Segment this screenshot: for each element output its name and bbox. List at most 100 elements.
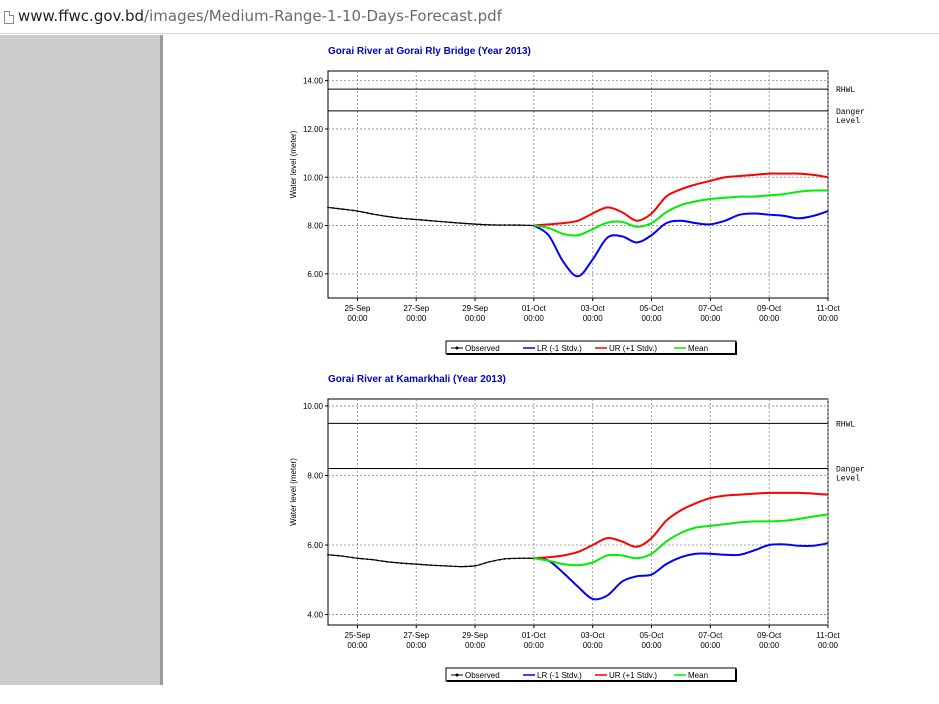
observed-point bbox=[503, 558, 506, 560]
observed-point bbox=[390, 216, 393, 218]
series-ur bbox=[533, 491, 829, 560]
y-tick-label: 4.00 bbox=[307, 611, 323, 620]
observed-point bbox=[425, 563, 428, 566]
x-tick-label-time: 00:00 bbox=[524, 641, 545, 650]
sidebar-divider bbox=[160, 35, 163, 685]
x-tick-label-time: 00:00 bbox=[465, 641, 486, 650]
observed-point bbox=[440, 220, 442, 223]
observed-point bbox=[435, 564, 437, 567]
reference-line-label: RHWL bbox=[836, 86, 855, 95]
observed-point bbox=[523, 224, 526, 227]
legend-label: Observed bbox=[465, 671, 500, 680]
observed-point bbox=[366, 212, 369, 214]
x-tick-label-date: 11-Oct bbox=[816, 304, 840, 313]
x-tick-label-date: 09-Oct bbox=[757, 304, 782, 313]
x-tick-label-date: 03-Oct bbox=[581, 631, 606, 640]
x-tick-label-date: 09-Oct bbox=[757, 631, 782, 640]
legend-label: LR (-1 Stdv.) bbox=[537, 671, 582, 680]
reference-line-label: Danger bbox=[836, 466, 865, 475]
chart-2: Gorai River at Kamarkhali (Year 2013) 4.0… bbox=[289, 374, 865, 682]
x-tick-label-date: 27-Sep bbox=[403, 631, 429, 640]
observed-point bbox=[484, 223, 486, 226]
pdf-viewer-sidebar bbox=[0, 35, 160, 685]
observed-point bbox=[376, 559, 379, 562]
y-tick-label: 6.00 bbox=[307, 541, 323, 550]
y-tick-label: 14.00 bbox=[303, 77, 324, 86]
observed-point bbox=[459, 222, 462, 225]
x-tick-label-date: 29-Sep bbox=[462, 304, 488, 313]
observed-point bbox=[528, 557, 531, 560]
observed-point bbox=[498, 558, 501, 561]
observed-point bbox=[346, 208, 349, 211]
bottom-strip bbox=[0, 685, 939, 704]
reference-line-label: RHWL bbox=[836, 420, 855, 429]
observed-point bbox=[405, 562, 408, 565]
pdf-page: Gorai River at Gorai Rly Bridge (Year 20… bbox=[163, 35, 939, 685]
observed-point bbox=[479, 223, 481, 226]
x-tick-label-time: 00:00 bbox=[406, 641, 427, 650]
observed-point bbox=[444, 564, 447, 567]
observed-point bbox=[385, 215, 388, 218]
x-tick-label-time: 00:00 bbox=[642, 641, 663, 650]
observed-point bbox=[488, 560, 491, 563]
observed-point bbox=[444, 221, 447, 223]
x-tick-label-date: 25-Sep bbox=[345, 304, 371, 313]
x-tick-label-time: 00:00 bbox=[347, 314, 368, 323]
observed-point bbox=[528, 224, 531, 227]
x-tick-label-time: 00:00 bbox=[583, 314, 604, 323]
charts-canvas: Gorai River at Gorai Rly Bridge (Year 20… bbox=[289, 46, 865, 682]
series-ur bbox=[533, 172, 829, 227]
observed-point bbox=[361, 211, 364, 213]
observed-point bbox=[464, 565, 467, 568]
legend-item: LR (-1 Stdv.) bbox=[523, 344, 582, 353]
observed-point bbox=[513, 224, 516, 226]
address-bar[interactable]: www.ffwc.gov.bd/images/Medium-Range-1-10… bbox=[0, 0, 939, 34]
x-tick-label-date: 07-Oct bbox=[698, 631, 723, 640]
observed-point bbox=[381, 560, 384, 562]
chart-1: Gorai River at Gorai Rly Bridge (Year 20… bbox=[289, 46, 865, 355]
x-tick-label-date: 05-Oct bbox=[640, 631, 665, 640]
x-tick-label-date: 03-Oct bbox=[581, 304, 606, 313]
observed-point bbox=[430, 219, 432, 222]
url-text[interactable]: www.ffwc.gov.bd/images/Medium-Range-1-10… bbox=[18, 7, 502, 25]
legend-item: LR (-1 Stdv.) bbox=[523, 671, 582, 680]
x-tick-label-date: 25-Sep bbox=[345, 631, 371, 640]
x-tick-label-time: 00:00 bbox=[818, 641, 839, 650]
observed-point bbox=[513, 557, 516, 560]
reference-line-label: Level bbox=[836, 117, 860, 126]
legend-marker bbox=[455, 673, 459, 677]
legend-item: UR (+1 Stdv.) bbox=[595, 344, 657, 353]
observed-point bbox=[366, 558, 369, 561]
x-tick-label-date: 05-Oct bbox=[640, 304, 665, 313]
observed-point bbox=[332, 207, 334, 209]
observed-point bbox=[390, 561, 393, 564]
observed-point bbox=[523, 557, 526, 560]
observed-point bbox=[371, 558, 374, 561]
x-tick-label-date: 11-Oct bbox=[816, 631, 840, 640]
observed-point bbox=[410, 218, 413, 221]
x-tick-label-time: 00:00 bbox=[406, 314, 427, 323]
x-tick-label-time: 00:00 bbox=[583, 641, 604, 650]
legend-label: Mean bbox=[688, 671, 708, 680]
x-tick-label-date: 01-Oct bbox=[522, 631, 547, 640]
series-lr bbox=[533, 542, 829, 601]
chart-title: Gorai River at Kamarkhali (Year 2013) bbox=[328, 374, 506, 385]
observed-point bbox=[498, 224, 501, 226]
observed-point bbox=[400, 217, 403, 220]
observed-point bbox=[435, 220, 437, 223]
observed-point bbox=[356, 557, 359, 560]
observed-point bbox=[508, 224, 511, 226]
observed-point bbox=[518, 224, 521, 226]
y-tick-label: 8.00 bbox=[307, 222, 323, 231]
observed-point bbox=[420, 563, 423, 566]
observed-point bbox=[484, 562, 486, 564]
legend-item: Mean bbox=[674, 671, 708, 680]
plot-area bbox=[327, 398, 829, 626]
observed-point bbox=[395, 216, 398, 219]
observed-point bbox=[356, 210, 359, 212]
x-tick-label-time: 00:00 bbox=[759, 314, 780, 323]
observed-point bbox=[361, 557, 364, 560]
observed-point bbox=[385, 560, 388, 563]
observed-point bbox=[474, 564, 476, 567]
y-axis-label: Water level (meter) bbox=[289, 458, 298, 526]
